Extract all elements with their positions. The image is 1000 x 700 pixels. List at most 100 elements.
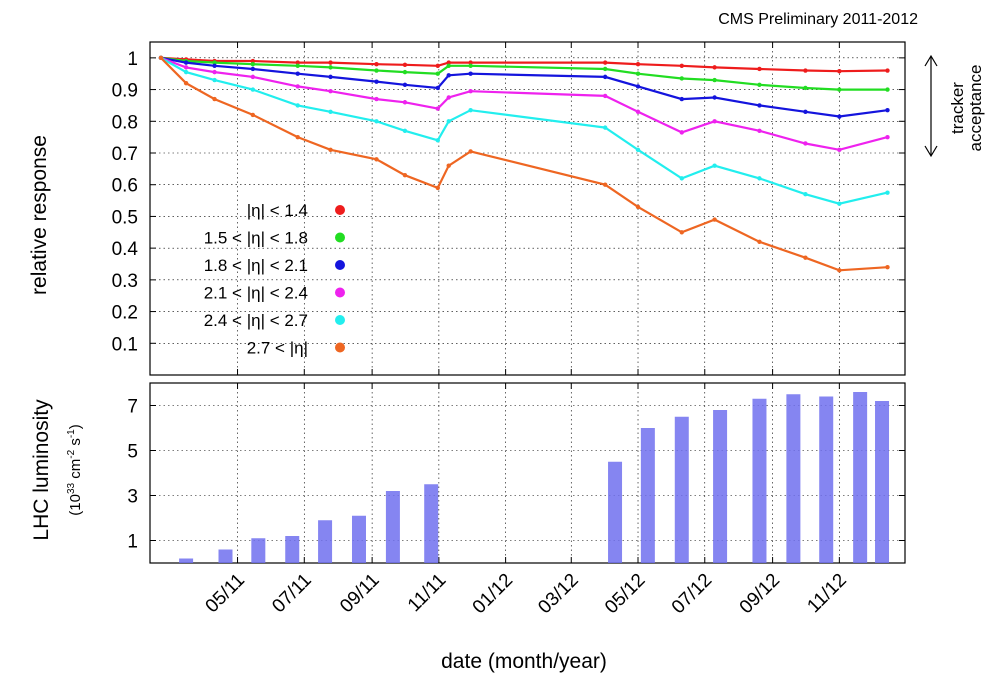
series-3-point-4 bbox=[295, 84, 300, 89]
legend-label-3: 2.1 < |η| < 2.4 bbox=[204, 284, 308, 303]
series-1-point-17 bbox=[837, 87, 842, 92]
top-ytick-label-1: 0.9 bbox=[112, 81, 138, 102]
bottom-ylabel-unit: (1033 cm-2 s-1) bbox=[66, 424, 84, 515]
legend-label-5: 2.7 < |η| bbox=[247, 339, 308, 358]
xtick-label-1: 07/11 bbox=[268, 570, 315, 617]
series-2-point-1 bbox=[183, 60, 189, 65]
series-2-point-3 bbox=[250, 66, 256, 72]
series-4-point-1 bbox=[183, 69, 189, 75]
series-3-point-5 bbox=[328, 88, 333, 94]
series-4-point-12 bbox=[635, 147, 641, 153]
series-2-point-6 bbox=[374, 79, 379, 84]
series-0-point-4 bbox=[295, 60, 300, 65]
lumi-bar-5 bbox=[351, 515, 366, 563]
annotation-line2: acceptance bbox=[966, 65, 985, 152]
bottom-ylabel: LHC luminosity bbox=[30, 399, 53, 541]
bottom-ytick-label-1: 5 bbox=[127, 442, 138, 463]
legend-marker-0 bbox=[335, 205, 345, 215]
series-5-point-18 bbox=[885, 264, 890, 270]
series-4-point-10 bbox=[468, 107, 473, 113]
series-3-point-2 bbox=[212, 69, 217, 75]
chart-title: CMS Preliminary 2011-2012 bbox=[718, 11, 918, 28]
series-1-point-13 bbox=[679, 76, 684, 81]
series-2-point-14 bbox=[712, 95, 717, 100]
series-2-point-2 bbox=[212, 63, 217, 68]
legend-label-2: 1.8 < |η| < 2.1 bbox=[204, 256, 308, 275]
x-axis-label: date (month/year) bbox=[441, 650, 607, 673]
series-3-point-15 bbox=[757, 128, 762, 133]
xtick-label-6: 05/12 bbox=[601, 570, 649, 618]
series-0-point-6 bbox=[374, 61, 379, 67]
legend: |η| < 1.4 1.5 < |η| < 1.8 1.8 < |η| < 2.1 2… bbox=[204, 201, 345, 358]
bottom-plot: 7 5 3 1 05/11 07/11 09/11 11/11 01/12 03/12 05/12 0… bbox=[127, 382, 906, 618]
series-0-point-18 bbox=[885, 68, 890, 73]
top-ytick-label-9: 0.1 bbox=[112, 334, 138, 355]
series-0-point-7 bbox=[402, 62, 408, 68]
legend-label-0: |η| < 1.4 bbox=[247, 201, 308, 220]
series-2-point-15 bbox=[757, 103, 762, 108]
unit-exp3: -1 bbox=[66, 429, 77, 438]
series-5-point-2 bbox=[212, 96, 217, 102]
series-0-point-8 bbox=[435, 63, 440, 68]
series-4-point-11 bbox=[602, 125, 608, 130]
series-2-point-9 bbox=[446, 73, 451, 78]
xtick-label-0: 05/11 bbox=[202, 570, 249, 617]
series-5-point-10 bbox=[468, 149, 473, 154]
series-5-point-11 bbox=[602, 182, 608, 187]
series-3-point-6 bbox=[374, 96, 379, 102]
series-0-point-13 bbox=[679, 63, 684, 68]
top-ytick-label-7: 0.3 bbox=[112, 271, 138, 292]
annotation-line1: tracker bbox=[948, 82, 967, 134]
series-5-point-4 bbox=[295, 134, 300, 140]
series-0-point-12 bbox=[635, 61, 641, 67]
series-3-point-11 bbox=[602, 93, 608, 99]
series-3-point-14 bbox=[712, 119, 717, 124]
unit-exp1: 33 bbox=[66, 482, 77, 494]
series-3-point-13 bbox=[679, 130, 684, 135]
series-2-point-10 bbox=[468, 71, 473, 76]
series-1-point-12 bbox=[635, 71, 641, 76]
lumi-bar-15 bbox=[853, 392, 868, 563]
top-ytick-label-8: 0.2 bbox=[112, 303, 138, 324]
series-5-point-17 bbox=[837, 268, 842, 273]
series-2-point-17 bbox=[837, 114, 842, 119]
series-0-point-9 bbox=[446, 60, 451, 65]
lumi-bar-10 bbox=[674, 416, 689, 563]
lumi-bar-7 bbox=[424, 484, 439, 563]
series-5-point-9 bbox=[446, 163, 451, 168]
series-2-point-4 bbox=[295, 71, 300, 76]
series-1-point-11 bbox=[602, 66, 608, 72]
series-3-point-7 bbox=[402, 100, 408, 105]
series-0-point-17 bbox=[837, 68, 842, 74]
series-2-point-16 bbox=[803, 109, 808, 114]
tracker-arrow bbox=[924, 54, 938, 158]
series-3-point-3 bbox=[250, 74, 256, 80]
series-3-point-18 bbox=[885, 134, 890, 140]
unit-prefix: (10 bbox=[67, 494, 84, 516]
series-1-point-18 bbox=[885, 87, 890, 92]
xtick-label-7: 07/12 bbox=[668, 570, 716, 618]
unit-mid: cm bbox=[67, 459, 84, 483]
top-ytick-label-0: 1 bbox=[127, 49, 138, 70]
series-1-point-5 bbox=[328, 65, 333, 70]
top-frame bbox=[149, 41, 906, 376]
series-5-point-3 bbox=[250, 112, 256, 118]
series-4-point-6 bbox=[374, 119, 379, 124]
lumi-bar-0 bbox=[179, 558, 194, 563]
series-5-point-5 bbox=[328, 147, 333, 153]
lumi-bar-3 bbox=[285, 536, 300, 563]
series-0-point-10 bbox=[468, 60, 473, 65]
series-0-point-3 bbox=[250, 58, 256, 64]
lumi-bar-8 bbox=[608, 461, 623, 563]
series-1-point-10 bbox=[468, 63, 473, 68]
series-1-point-15 bbox=[757, 82, 762, 88]
series-4-point-5 bbox=[328, 109, 333, 114]
series-2-point-13 bbox=[679, 96, 684, 102]
series-1-point-4 bbox=[295, 63, 300, 68]
series-1-point-7 bbox=[402, 69, 408, 75]
series-5-point-7 bbox=[402, 173, 408, 178]
legend-marker-2 bbox=[335, 260, 345, 270]
legend-label-1: 1.5 < |η| < 1.8 bbox=[204, 229, 308, 248]
series-3-point-10 bbox=[468, 88, 473, 94]
series-1-point-3 bbox=[250, 61, 256, 67]
